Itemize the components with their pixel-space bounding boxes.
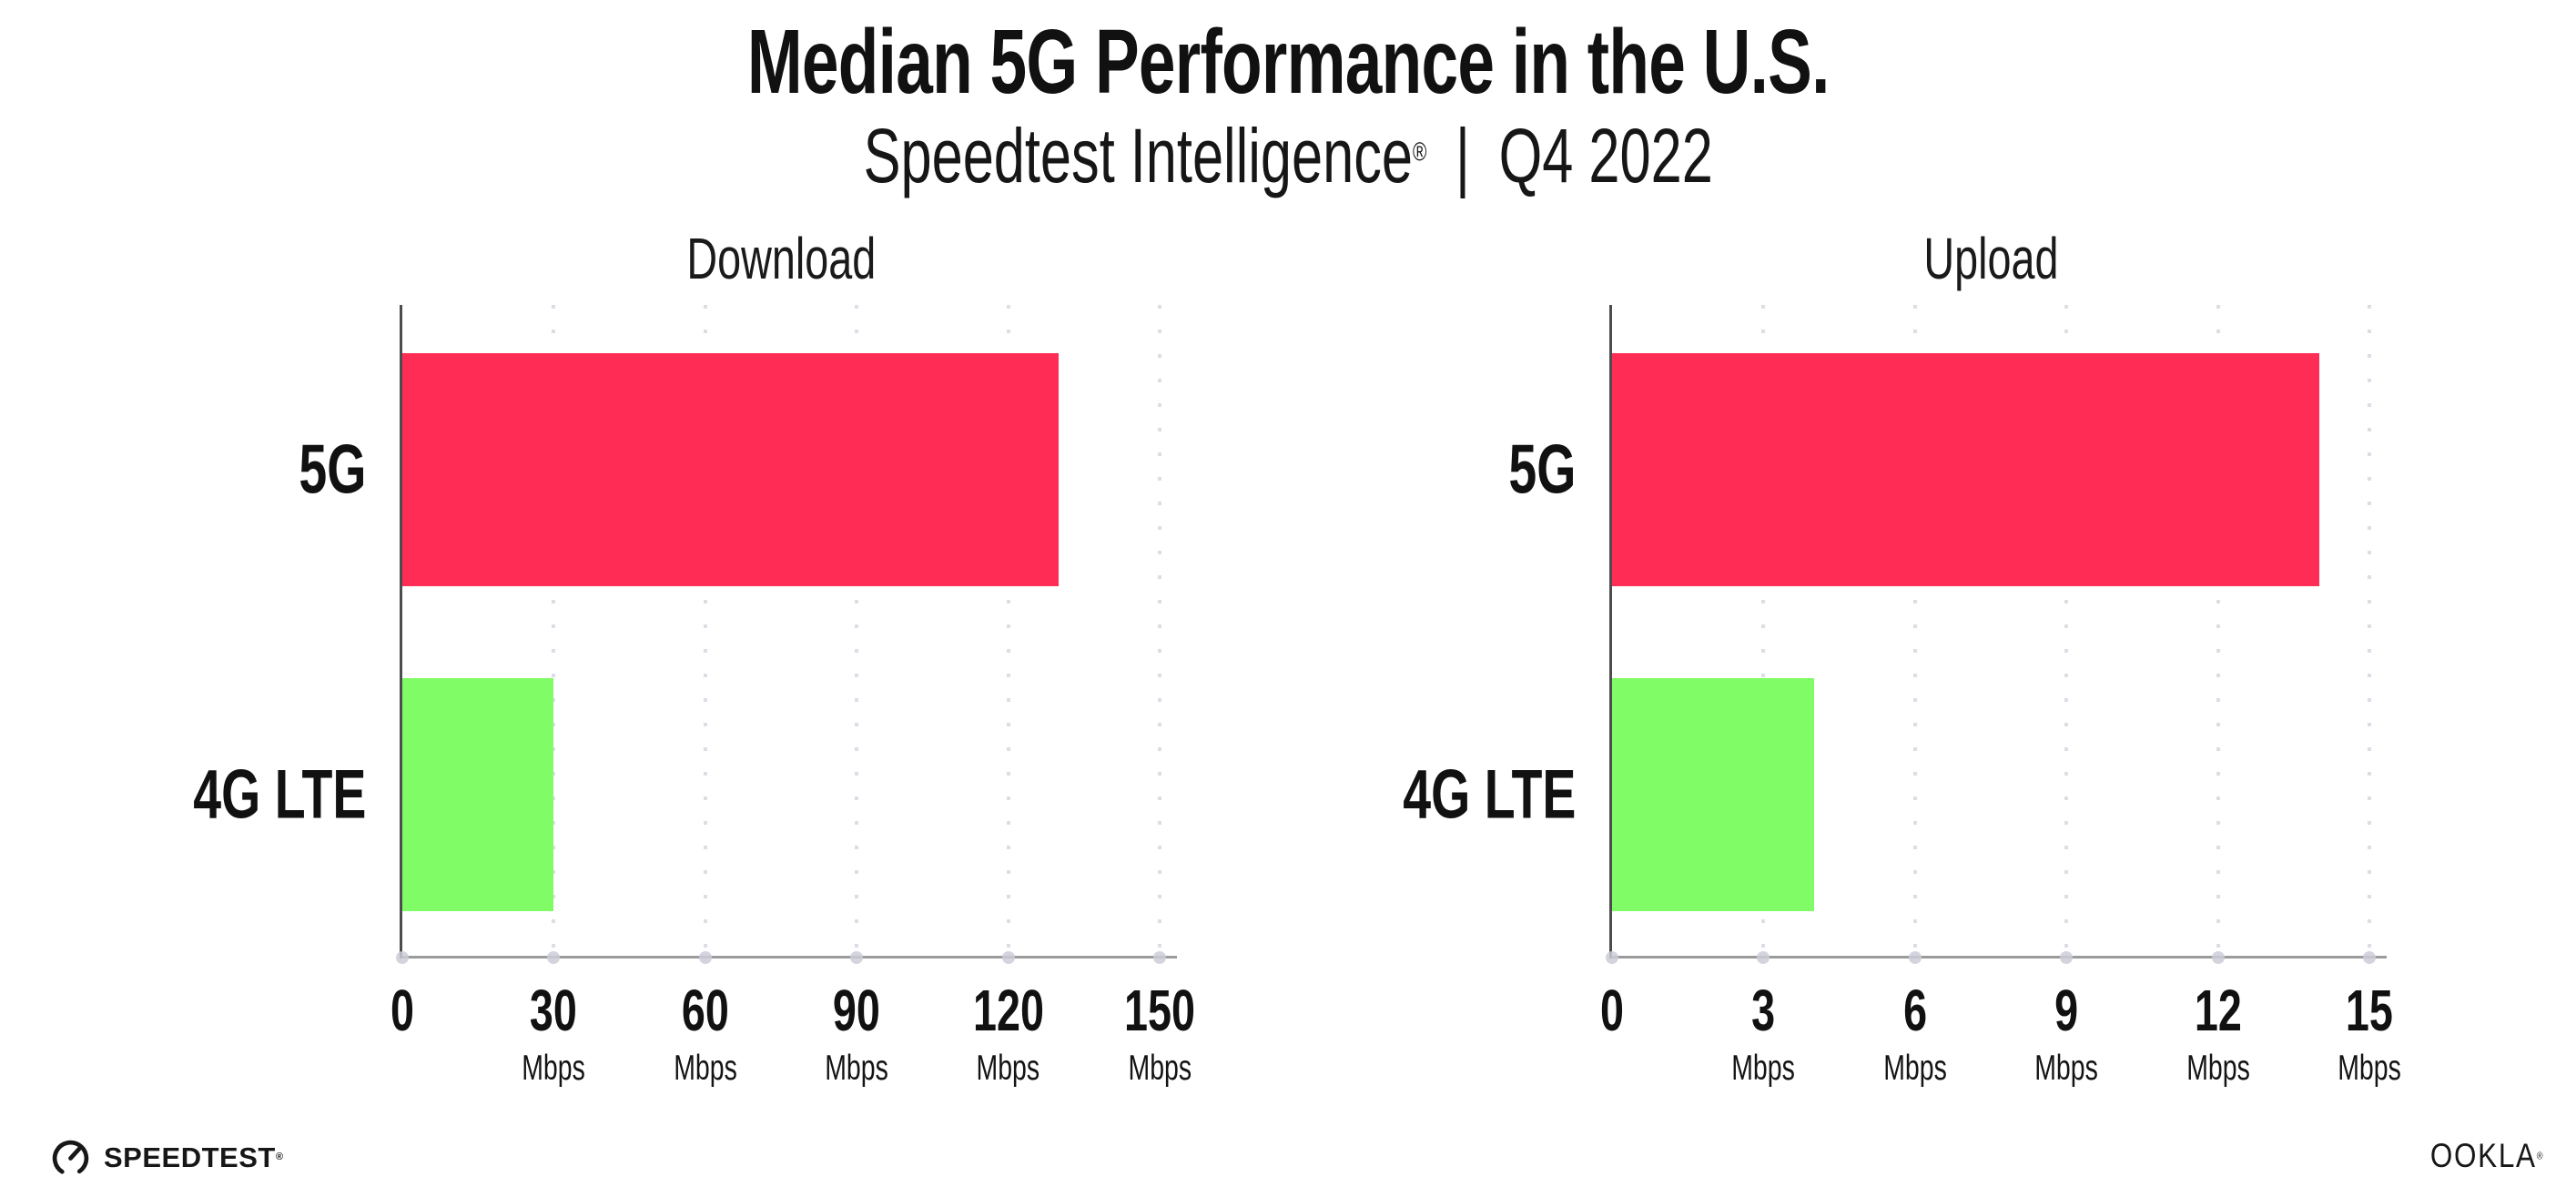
axis-tick-dot bbox=[1153, 951, 1166, 964]
axis-tick-dot bbox=[1001, 951, 1015, 964]
speedtest-gauge-icon bbox=[52, 1140, 89, 1177]
x-axis-tick-label: 0 bbox=[390, 978, 414, 1043]
figure-subtitle: Speedtest Intelligence® | Q4 2022 bbox=[0, 116, 2576, 196]
y-axis-line bbox=[400, 305, 402, 959]
download-chart: Download 5G 4G LTE 0 30 Mbps 60 Mbps 90 Mbps 120 Mb… bbox=[55, 216, 1198, 1092]
speedtest-registered-mark: ® bbox=[275, 1151, 284, 1162]
axis-tick-dot bbox=[1606, 951, 1618, 964]
axis-tick-dot bbox=[2363, 951, 2376, 964]
x-axis-tick-label: 90 Mbps bbox=[825, 978, 888, 1088]
x-axis-tick-label: 3 Mbps bbox=[1731, 978, 1796, 1088]
x-axis-tick-label: 60 Mbps bbox=[673, 978, 737, 1088]
x-axis-tick-label: 150 Mbps bbox=[1124, 978, 1195, 1088]
category-label-4g-lte: 4G LTE bbox=[1402, 756, 1576, 834]
axis-tick-dot bbox=[1757, 951, 1770, 964]
ookla-wordmark: OOKLA bbox=[2430, 1137, 2538, 1174]
ookla-logo: OOKLA® bbox=[2410, 1137, 2543, 1175]
gridline bbox=[1006, 305, 1010, 956]
upload-chart: Upload 5G 4G LTE 0 3 Mbps 6 Mbps 9 Mbps 12 Mbps 15 Mb… bbox=[1265, 216, 2408, 1092]
subtitle-brand: Speedtest Intelligence bbox=[863, 113, 1413, 198]
x-axis-tick-label: 120 Mbps bbox=[972, 978, 1044, 1088]
bar-4g-lte-download bbox=[402, 678, 554, 911]
gridline bbox=[2064, 305, 2069, 956]
gridline bbox=[1761, 305, 1766, 956]
axis-tick-dot bbox=[2211, 951, 2225, 964]
axis-tick-dot bbox=[396, 951, 409, 964]
registered-trademark-symbol: ® bbox=[1412, 137, 1427, 167]
chart-title: Download bbox=[686, 226, 876, 291]
x-axis-tick-label: 12 Mbps bbox=[2186, 978, 2250, 1088]
gridline bbox=[1912, 305, 1917, 956]
x-axis-tick-label: 30 Mbps bbox=[522, 978, 586, 1088]
gridline bbox=[552, 305, 556, 956]
gridline bbox=[2216, 305, 2220, 956]
x-axis-tick-label: 15 Mbps bbox=[2338, 978, 2401, 1088]
figure-title: Median 5G Performance in the U.S. bbox=[0, 15, 2576, 110]
figure-title-text: Median 5G Performance in the U.S. bbox=[746, 11, 1831, 113]
axis-tick-dot bbox=[2060, 951, 2074, 964]
speedtest-wordmark: SPEEDTEST® bbox=[104, 1141, 284, 1173]
gridline bbox=[2368, 305, 2371, 956]
category-label-5g: 5G bbox=[298, 431, 366, 509]
gridline bbox=[1158, 305, 1161, 956]
axis-tick-dot bbox=[850, 951, 864, 964]
axis-tick-dot bbox=[547, 951, 561, 964]
figure-header: Median 5G Performance in the U.S. Speedt… bbox=[0, 0, 2576, 197]
axis-tick-dot bbox=[1908, 951, 1922, 964]
x-axis-tick-label: 9 Mbps bbox=[2034, 978, 2098, 1088]
category-label-5g: 5G bbox=[1507, 431, 1576, 509]
x-axis-tick-label: 6 Mbps bbox=[1882, 978, 1947, 1088]
ookla-registered-mark: ® bbox=[2537, 1151, 2543, 1162]
category-label-4g-lte: 4G LTE bbox=[192, 756, 366, 834]
bar-4g-lte-upload bbox=[1612, 678, 1814, 911]
x-axis-line bbox=[1609, 956, 2387, 959]
bar-5g-upload bbox=[1612, 353, 2319, 586]
y-axis-line bbox=[1609, 305, 1612, 959]
subtitle-separator: | bbox=[1455, 113, 1470, 198]
chart-title: Upload bbox=[1922, 226, 2059, 291]
axis-tick-dot bbox=[698, 951, 712, 964]
x-axis-line bbox=[400, 956, 1177, 959]
speedtest-logo: SPEEDTEST® bbox=[49, 1136, 283, 1179]
subtitle-period: Q4 2022 bbox=[1498, 113, 1713, 198]
bar-5g-download bbox=[402, 353, 1060, 586]
gridline bbox=[855, 305, 859, 956]
gridline bbox=[703, 305, 707, 956]
x-axis-tick-label: 0 bbox=[1600, 978, 1624, 1043]
